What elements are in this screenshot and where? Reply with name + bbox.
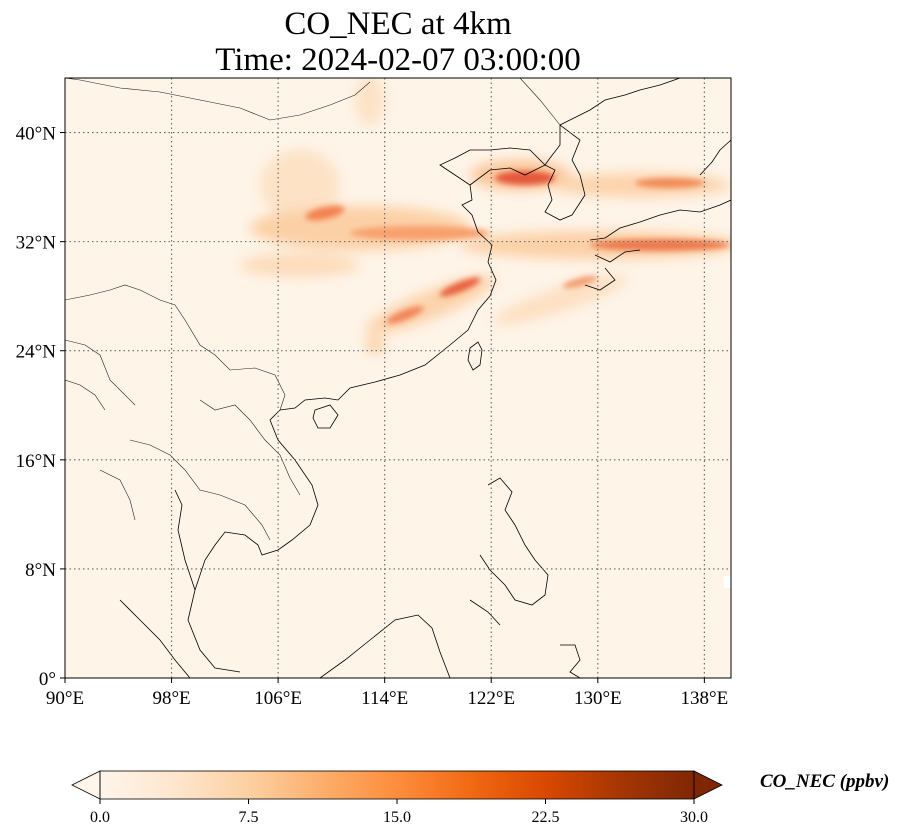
- plume-glow: [365, 337, 385, 353]
- country-borders: [65, 78, 561, 541]
- colorbar-tick-label: 7.5: [239, 809, 259, 826]
- colorbar-tick-label: 22.5: [532, 809, 560, 826]
- lon-tick-label: 130°E: [574, 688, 622, 709]
- plume-glow: [260, 150, 340, 220]
- lat-tick-label: 0°: [39, 669, 56, 690]
- taiwan-coastline: [467, 341, 483, 371]
- lat-tick-label: 40°N: [16, 124, 57, 145]
- lon-tick-label: 98°E: [152, 688, 190, 709]
- plume-glow: [240, 253, 360, 277]
- bohai-coast: [469, 147, 546, 186]
- colorbar-tick-label: 30.0: [680, 809, 708, 826]
- plume-core: [439, 277, 481, 297]
- korea-coastline: [544, 124, 586, 221]
- colorbar-tick-label: 0.0: [90, 809, 110, 826]
- russia-coastline: [559, 78, 681, 126]
- sulawesi-coastline: [560, 644, 581, 678]
- map-title: CO_NEC at 4km: [284, 6, 512, 42]
- plume-core: [590, 239, 730, 251]
- country-border: [519, 78, 561, 126]
- plume-core: [386, 306, 424, 324]
- borneo-coastline: [319, 614, 451, 678]
- country-border: [65, 379, 106, 411]
- country-border: [65, 339, 136, 406]
- colorbar-gradient: [100, 771, 694, 799]
- concentration-background: [65, 78, 731, 678]
- map-frame: [64, 77, 732, 679]
- lat-tick-label: 8°N: [25, 560, 56, 581]
- plume-core-layer: [305, 171, 730, 324]
- country-border: [65, 78, 371, 121]
- colorbar-tick-label: 15.0: [383, 809, 411, 826]
- malay-peninsula-coastline: [174, 489, 196, 591]
- country-border: [129, 439, 271, 541]
- plume-core: [495, 171, 555, 185]
- country-border: [65, 284, 186, 321]
- lon-tick-label: 90°E: [46, 688, 84, 709]
- lat-tick-label: 32°N: [16, 233, 57, 254]
- coastlines: [119, 78, 731, 678]
- colorbar-ticks: 0.0 7.5 15.0 22.5 30.0: [90, 799, 708, 826]
- colorbar-label: CO_NEC (ppbv): [760, 771, 890, 792]
- latitude-axis: 0° 8°N 16°N 24°N 32°N 40°N: [16, 124, 65, 690]
- lat-tick-label: 24°N: [16, 342, 57, 363]
- lon-tick-label: 138°E: [681, 688, 729, 709]
- philippines-coastline: [469, 477, 549, 626]
- lon-tick-label: 122°E: [467, 688, 515, 709]
- colorbar: 0.0 7.5 15.0 22.5 30.0: [71, 770, 723, 826]
- lon-tick-label: 114°E: [361, 688, 408, 709]
- plume-core: [562, 275, 598, 289]
- colorbar-extend-min: [71, 770, 101, 800]
- co-concentration-field: [240, 78, 731, 353]
- missing-data-patch: [724, 576, 731, 588]
- plume-core: [350, 226, 490, 240]
- plume-core: [635, 178, 705, 188]
- map-time-subtitle: Time: 2024-02-07 03:00:00: [215, 42, 581, 78]
- longitude-axis: 90°E 98°E 106°E 114°E 122°E 130°E 138°E: [46, 678, 728, 709]
- lon-tick-label: 106°E: [254, 688, 302, 709]
- country-border: [199, 399, 301, 496]
- plume-glow: [355, 78, 385, 125]
- country-border: [99, 469, 136, 521]
- lat-tick-label: 16°N: [16, 451, 57, 472]
- indochina-coastline: [187, 409, 319, 673]
- hainan-coastline: [312, 404, 339, 429]
- map-plot-area: [65, 78, 731, 678]
- plume-core: [305, 205, 345, 221]
- sumatra-coastline: [119, 599, 191, 678]
- country-border: [184, 319, 286, 411]
- china-coastline: [279, 149, 497, 411]
- colorbar-extend-max: [693, 770, 723, 800]
- gridlines: [65, 78, 731, 678]
- japan-coastline: [584, 139, 731, 291]
